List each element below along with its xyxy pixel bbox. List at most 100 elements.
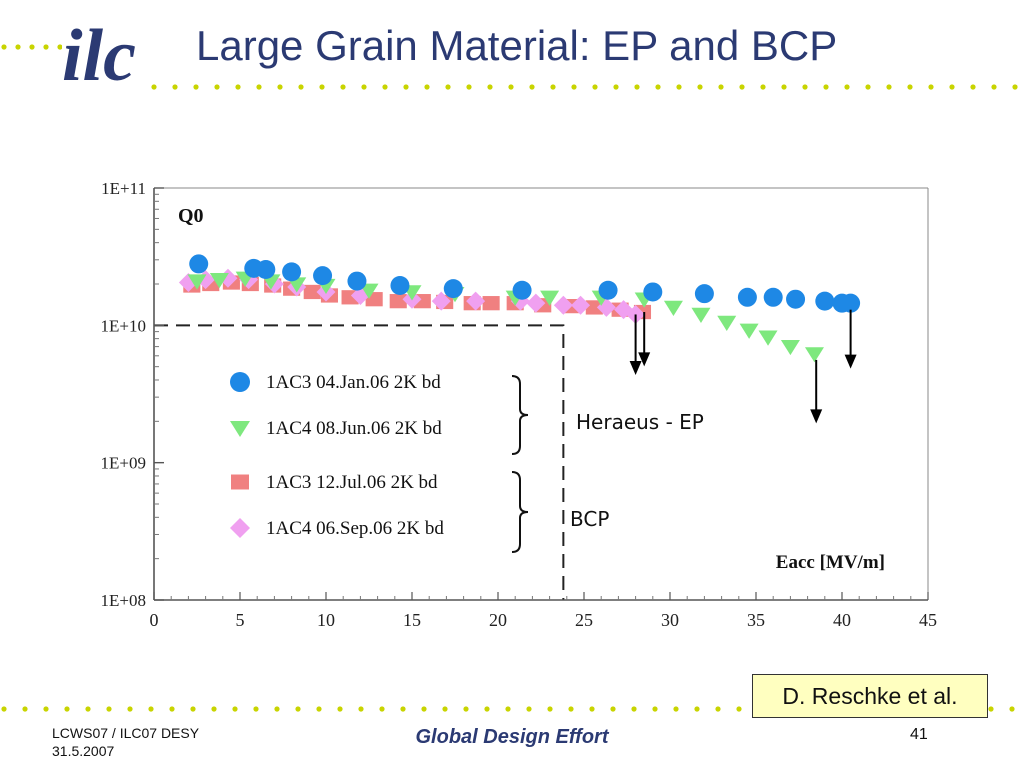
decor-dot bbox=[802, 84, 808, 90]
decor-dot bbox=[697, 84, 703, 90]
decor-dot bbox=[43, 44, 49, 50]
decor-dot bbox=[403, 84, 409, 90]
decor-dot bbox=[253, 706, 259, 712]
decor-dot bbox=[526, 706, 532, 712]
decor-dot bbox=[442, 706, 448, 712]
data-point bbox=[815, 291, 835, 311]
x-tick-label: 40 bbox=[833, 610, 851, 630]
legend-brace bbox=[511, 471, 529, 553]
legend-label: 1AC3 04.Jan.06 2K bd bbox=[266, 372, 441, 393]
data-point bbox=[691, 307, 711, 324]
decor-dot bbox=[568, 706, 574, 712]
decor-dot bbox=[610, 706, 616, 712]
data-point bbox=[598, 280, 618, 300]
footer-conference: LCWS07 / ILC07 DESY bbox=[52, 725, 200, 741]
x-tick-label: 0 bbox=[150, 610, 159, 630]
data-point bbox=[389, 294, 407, 309]
y-tick-label: 1E+11 bbox=[101, 179, 146, 198]
data-point bbox=[540, 290, 560, 306]
data-point bbox=[303, 284, 321, 300]
q0-vs-eacc-chart: 1E+08 1E+09 1E+10 1E+11 0 5 10 15 20 25 30 35 40 45 Q0… bbox=[70, 172, 950, 642]
decor-dot bbox=[631, 706, 637, 712]
decor-dot bbox=[718, 84, 724, 90]
breakdown-arrowhead bbox=[638, 352, 651, 367]
data-point bbox=[209, 273, 229, 289]
breakdown-arrowhead bbox=[629, 360, 642, 375]
decor-dot bbox=[466, 84, 472, 90]
decor-dot bbox=[151, 84, 157, 90]
decor-dot bbox=[823, 84, 829, 90]
footer-date: 31.5.2007 bbox=[52, 743, 115, 759]
data-point bbox=[482, 296, 500, 311]
page-number: 41 bbox=[910, 726, 928, 743]
decor-dot bbox=[1012, 84, 1018, 90]
decor-dot bbox=[613, 84, 619, 90]
data-point bbox=[786, 289, 806, 309]
decor-dot bbox=[676, 84, 682, 90]
decor-dot bbox=[316, 706, 322, 712]
decor-dot bbox=[232, 706, 238, 712]
x-tick-label: 10 bbox=[317, 610, 335, 630]
decor-dot bbox=[1, 44, 7, 50]
slide-title: Large Grain Material: EP and BCP bbox=[196, 22, 838, 69]
decor-dot bbox=[277, 84, 283, 90]
legend-marker bbox=[230, 372, 250, 392]
data-point bbox=[763, 287, 783, 307]
data-point bbox=[571, 295, 591, 315]
legend-label: 1AC3 12.Jul.06 2K bd bbox=[266, 472, 438, 493]
decor-dot bbox=[988, 706, 994, 712]
data-point bbox=[780, 339, 800, 356]
decor-dot bbox=[907, 84, 913, 90]
decor-dot bbox=[148, 706, 154, 712]
decor-dot bbox=[928, 84, 934, 90]
data-point bbox=[526, 293, 546, 313]
decor-dot bbox=[547, 706, 553, 712]
data-point bbox=[585, 300, 603, 315]
decor-dot bbox=[865, 84, 871, 90]
decor-dot bbox=[172, 84, 178, 90]
data-point bbox=[737, 287, 757, 307]
decor-dot bbox=[508, 84, 514, 90]
decor-dot bbox=[193, 84, 199, 90]
x-tick-label: 25 bbox=[575, 610, 593, 630]
decor-dot bbox=[1009, 706, 1015, 712]
data-point bbox=[347, 271, 367, 291]
y-tick-label: 1E+09 bbox=[101, 454, 146, 473]
decor-dot bbox=[340, 84, 346, 90]
decor-dot bbox=[358, 706, 364, 712]
decor-dot bbox=[211, 706, 217, 712]
breakdown-arrowhead bbox=[844, 354, 857, 369]
decor-dot bbox=[550, 84, 556, 90]
decor-dot bbox=[739, 84, 745, 90]
data-point bbox=[804, 347, 824, 363]
data-point bbox=[512, 280, 532, 300]
decor-dot bbox=[15, 44, 21, 50]
decor-dot bbox=[235, 84, 241, 90]
x-tick-label: 45 bbox=[919, 610, 937, 630]
decor-dot bbox=[319, 84, 325, 90]
decor-dot bbox=[505, 706, 511, 712]
x-tick-label: 5 bbox=[236, 610, 245, 630]
decor-dot bbox=[424, 84, 430, 90]
decor-dot bbox=[421, 706, 427, 712]
data-point bbox=[256, 260, 276, 280]
logo-text: ilc bbox=[62, 15, 136, 94]
legend-label: 1AC4 06.Sep.06 2K bd bbox=[266, 518, 444, 539]
decor-dot bbox=[970, 84, 976, 90]
decor-dot bbox=[634, 84, 640, 90]
reference-dashed-line bbox=[154, 324, 565, 600]
decor-dot bbox=[592, 84, 598, 90]
decor-dot bbox=[445, 84, 451, 90]
data-point bbox=[187, 274, 207, 290]
y-axis-label: Q0 bbox=[178, 205, 204, 227]
decor-dot bbox=[337, 706, 343, 712]
decor-dot bbox=[106, 706, 112, 712]
data-point bbox=[431, 291, 451, 311]
decor-dot bbox=[190, 706, 196, 712]
data-point bbox=[359, 283, 379, 299]
decor-dot bbox=[382, 84, 388, 90]
data-point bbox=[717, 315, 737, 331]
ilc-logo: ilc bbox=[62, 12, 142, 97]
credit-box: D. Reschke et al. bbox=[752, 674, 988, 718]
decor-dot bbox=[655, 84, 661, 90]
